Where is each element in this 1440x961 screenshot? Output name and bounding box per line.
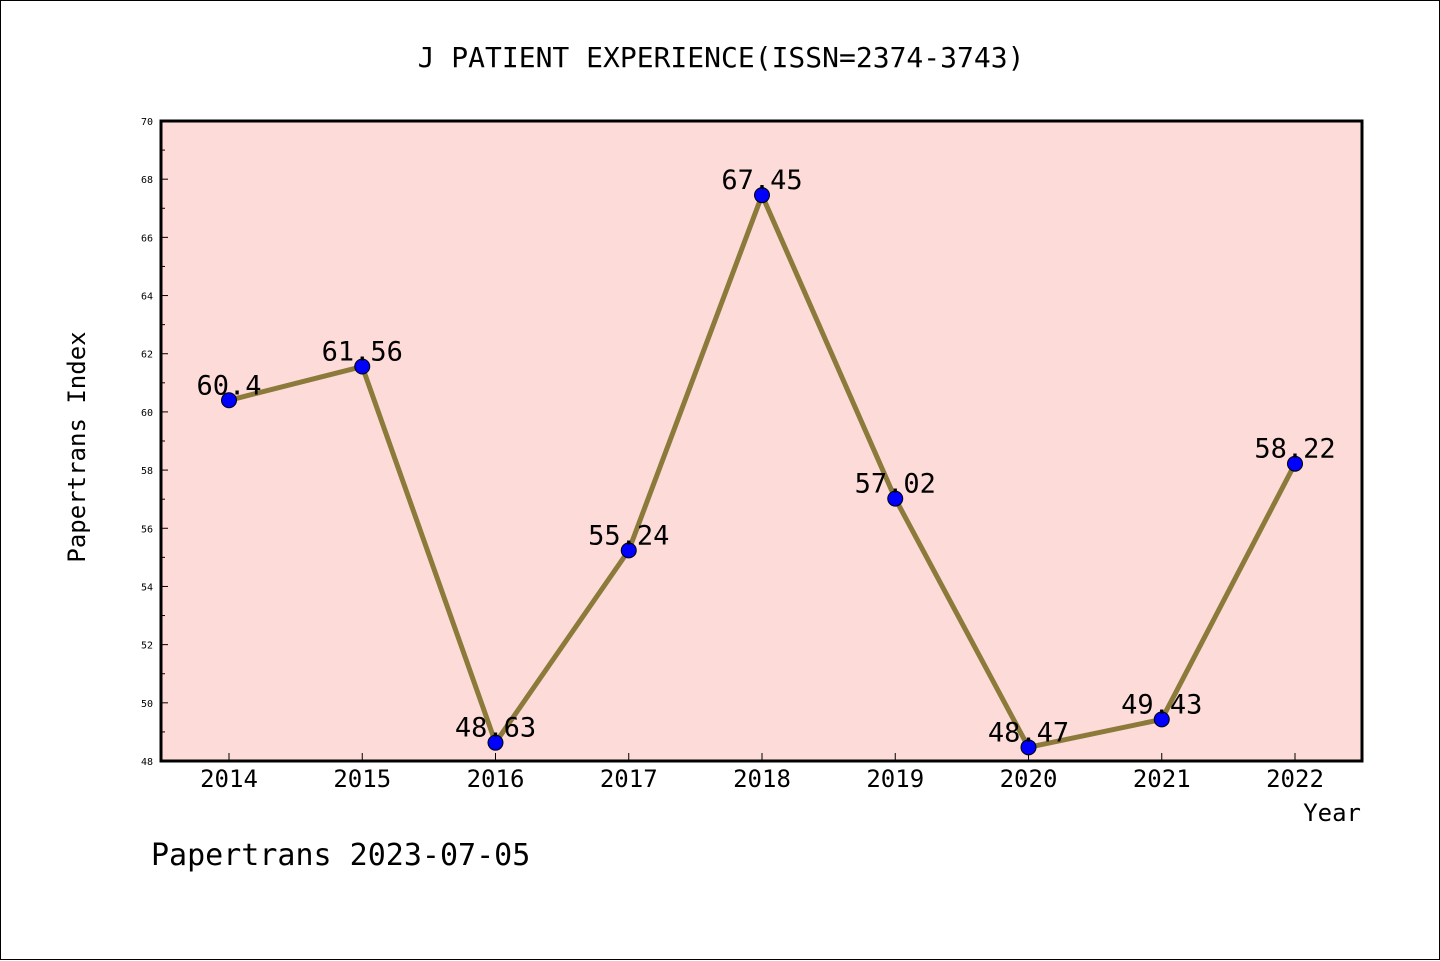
- x-axis-title: Year: [1303, 799, 1361, 827]
- data-label: 48.63: [455, 713, 536, 744]
- data-point: [754, 187, 770, 204]
- x-tick-label: 2019: [866, 765, 924, 793]
- x-axis-ticks: 2014 2015 2016 2017 2018 2019 2020 2021 2022: [200, 753, 1324, 793]
- x-tick-label: 2018: [733, 765, 791, 793]
- y-axis-title: Papertrans Index: [63, 331, 91, 562]
- footer-label: Papertrans 2023-07-05: [151, 838, 530, 873]
- data-label: 49.43: [1121, 689, 1202, 720]
- x-tick-label: 2015: [333, 765, 391, 793]
- series-layer: [221, 187, 1303, 756]
- data-point: [1020, 739, 1037, 756]
- y-tick-label: 56: [141, 524, 153, 535]
- x-tick-label: 2017: [600, 765, 658, 793]
- data-point: [487, 734, 504, 751]
- x-tick-label: 2014: [200, 765, 258, 793]
- y-tick-label: 68: [141, 175, 153, 186]
- y-tick-label: 50: [141, 699, 153, 710]
- y-tick-label: 66: [141, 233, 153, 244]
- x-tick-label: 2016: [467, 765, 525, 793]
- data-point: [1287, 455, 1303, 472]
- y-tick-label: 58: [141, 466, 153, 477]
- data-label: 48.47: [988, 717, 1069, 748]
- x-tick-label: 2020: [1000, 765, 1058, 793]
- data-label: 57.02: [855, 469, 936, 500]
- data-point: [887, 490, 904, 507]
- data-labels: 60.4 61.56 48.63 55.24 67.45 57.02 48.47 49.43 5…: [196, 165, 1335, 748]
- x-tick-label: 2022: [1266, 765, 1324, 793]
- plot-area: [161, 121, 1362, 761]
- data-label: 67.45: [721, 165, 802, 196]
- data-point: [221, 392, 237, 409]
- y-axis-ticks: 48 50 52 54 56 58 60 62 64 66 68 70: [141, 117, 168, 768]
- data-label: 60.4: [196, 370, 261, 401]
- y-tick-label: 54: [141, 582, 153, 593]
- y-tick-label: 60: [141, 408, 153, 419]
- x-tick-label: 2021: [1133, 765, 1191, 793]
- chart-title: J PATIENT EXPERIENCE(ISSN=2374-3743): [418, 41, 1025, 74]
- data-point: [620, 542, 637, 559]
- data-label: 55.24: [588, 520, 669, 551]
- data-point: [1153, 711, 1170, 728]
- plot-border: [159, 119, 1364, 763]
- data-point: [354, 358, 371, 375]
- data-label: 58.22: [1254, 434, 1335, 465]
- y-tick-label: 52: [141, 641, 153, 652]
- y-tick-label: 48: [141, 757, 153, 768]
- y-tick-label: 64: [141, 292, 153, 303]
- data-label: 61.56: [322, 337, 403, 368]
- y-tick-label: 62: [141, 350, 153, 361]
- y-tick-label: 70: [141, 117, 153, 128]
